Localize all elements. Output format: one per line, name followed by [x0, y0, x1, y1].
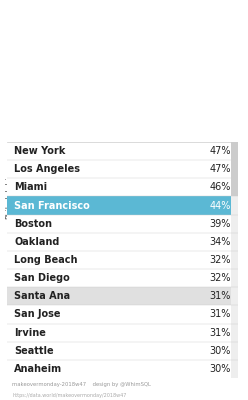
Bar	[7, 178, 238, 196]
Ellipse shape	[174, 197, 203, 230]
Text: ONE DOLLAR: ONE DOLLAR	[113, 255, 155, 260]
Text: 15%: 15%	[15, 189, 26, 216]
Bar	[7, 324, 238, 342]
FancyBboxPatch shape	[30, 164, 238, 268]
Text: San Diego: San Diego	[14, 273, 70, 283]
Bar	[7, 160, 238, 178]
Text: https://data.world/makeovermonday/2018w47: https://data.world/makeovermonday/2018w4…	[12, 393, 126, 398]
Text: 39%: 39%	[210, 219, 231, 229]
Text: New York: New York	[14, 146, 66, 156]
Text: 47%: 47%	[210, 164, 231, 174]
Text: Boston: Boston	[14, 219, 52, 229]
Text: Oakland: Oakland	[14, 237, 60, 247]
Text: Irvine: Irvine	[14, 328, 46, 338]
FancyBboxPatch shape	[54, 250, 214, 265]
Bar	[7, 305, 238, 324]
Text: Los Angeles: Los Angeles	[14, 164, 80, 174]
Text: 1: 1	[222, 241, 231, 254]
Bar	[7, 342, 238, 360]
Ellipse shape	[103, 177, 165, 250]
Circle shape	[43, 202, 85, 225]
Text: 👤: 👤	[129, 202, 139, 220]
Text: Miami: Miami	[14, 182, 47, 192]
Text: 08480648 J: 08480648 J	[46, 234, 64, 238]
Text: San Jose: San Jose	[14, 310, 61, 320]
Text: San Francisco: San Francisco	[14, 200, 90, 210]
Bar	[7, 196, 238, 215]
Text: 31%: 31%	[210, 328, 231, 338]
Bar	[231, 142, 238, 196]
Text: 31%: 31%	[210, 310, 231, 320]
Text: 46%: 46%	[210, 182, 231, 192]
Bar	[7, 360, 238, 378]
Text: 2: 2	[41, 178, 44, 183]
Text: 31%: 31%	[210, 291, 231, 301]
Bar	[7, 251, 238, 269]
Text: makeovermonday-2018w47    design by @WhimSQL: makeovermonday-2018w47 design by @WhimSQ…	[12, 382, 151, 387]
Text: 44%: 44%	[210, 200, 231, 210]
Text: B: B	[61, 210, 68, 218]
Bar	[7, 142, 238, 160]
Bar	[7, 269, 238, 287]
Text: Anaheim: Anaheim	[14, 364, 62, 374]
Bar	[7, 233, 238, 251]
Circle shape	[45, 204, 83, 224]
Text: 1: 1	[222, 176, 231, 189]
Text: Long Beach: Long Beach	[14, 255, 78, 265]
Text: 2: 2	[220, 249, 223, 254]
Text: 34%: 34%	[210, 237, 231, 247]
Bar	[7, 215, 238, 233]
Text: 30%: 30%	[210, 364, 231, 374]
Bar	[7, 287, 238, 305]
Text: THE UNITED STATES OF AMERICA: THE UNITED STATES OF AMERICA	[95, 172, 172, 176]
Bar	[231, 142, 238, 378]
Text: B 08480648 J: B 08480648 J	[180, 180, 200, 184]
Text: Philadelphia: Philadelphia	[5, 172, 14, 220]
Text: Seattle: Seattle	[14, 346, 54, 356]
Text: 30%: 30%	[210, 346, 231, 356]
Text: 32%: 32%	[210, 255, 231, 265]
Text: 47%: 47%	[210, 146, 231, 156]
Text: 32%: 32%	[210, 273, 231, 283]
Text: 2: 2	[41, 249, 44, 254]
Text: Santa Ana: Santa Ana	[14, 291, 70, 301]
